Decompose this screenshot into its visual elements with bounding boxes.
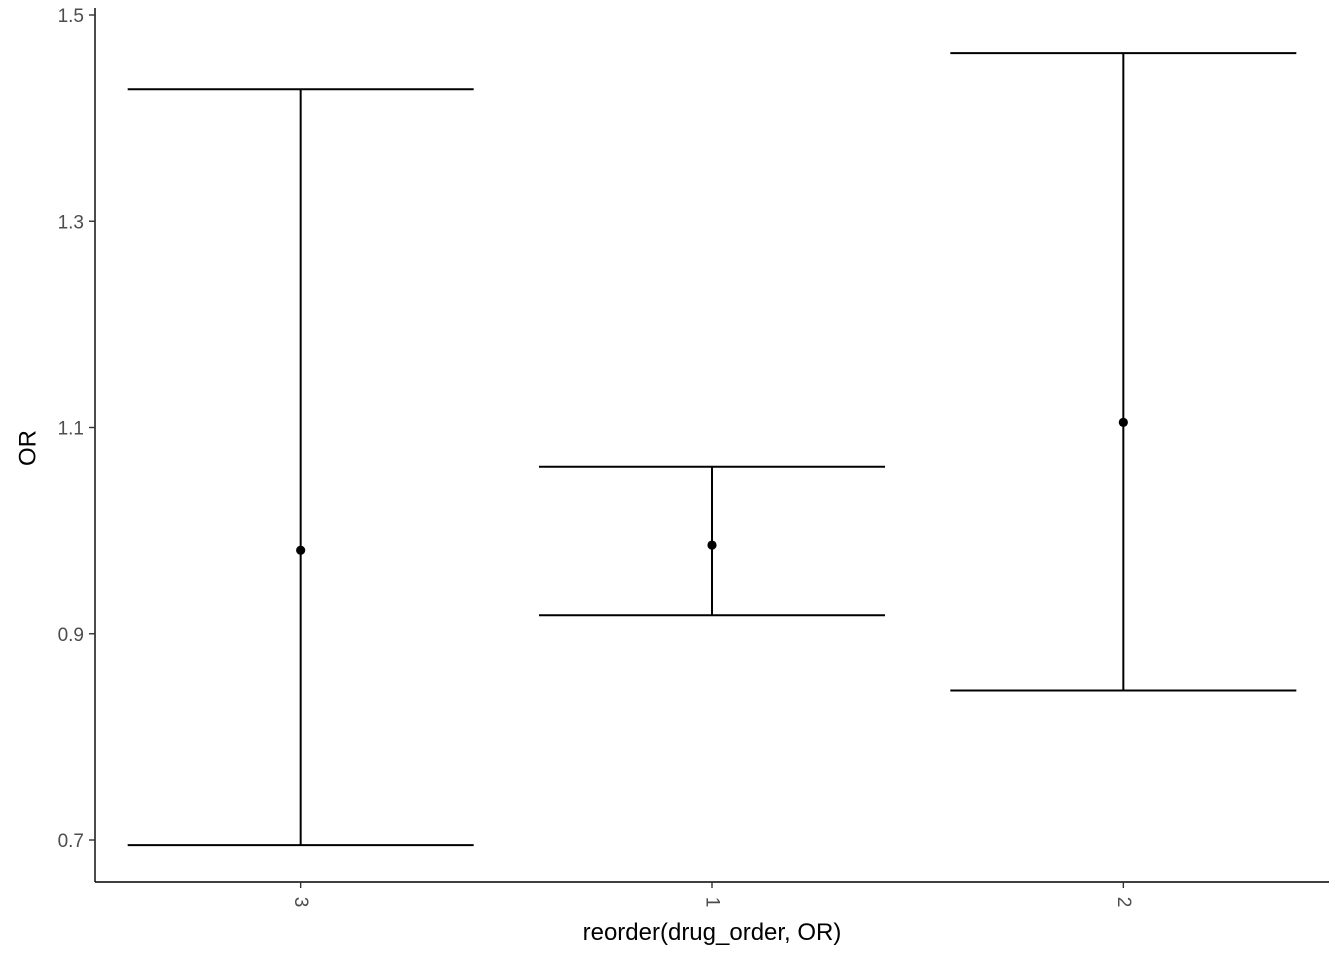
- y-tick-label: 0.7: [58, 831, 84, 852]
- x-axis-ticks: 3 1 2: [290, 882, 1134, 907]
- errorbar-group-2: [950, 52, 1297, 692]
- x-tick-label: 1: [702, 897, 723, 908]
- x-axis-title: reorder(drug_order, OR): [583, 919, 842, 946]
- y-tick-label: 1.1: [58, 419, 84, 440]
- x-tick-label: 2: [1113, 897, 1134, 908]
- y-tick-label: 0.9: [58, 625, 84, 646]
- y-axis-title: OR: [15, 430, 42, 466]
- y-axis-ticks: 0.7 0.9 1.1 1.3 1.5: [58, 6, 95, 852]
- y-tick-label: 1.3: [58, 212, 84, 233]
- plot-marks: [127, 52, 1297, 847]
- errorbar-group-1: [539, 465, 885, 617]
- point-estimate: [1118, 417, 1128, 427]
- point-estimate: [296, 545, 306, 555]
- x-tick-label: 3: [290, 897, 311, 908]
- point-estimate: [707, 540, 717, 550]
- errorbar-group-3: [127, 88, 474, 847]
- y-tick-label: 1.5: [58, 6, 84, 27]
